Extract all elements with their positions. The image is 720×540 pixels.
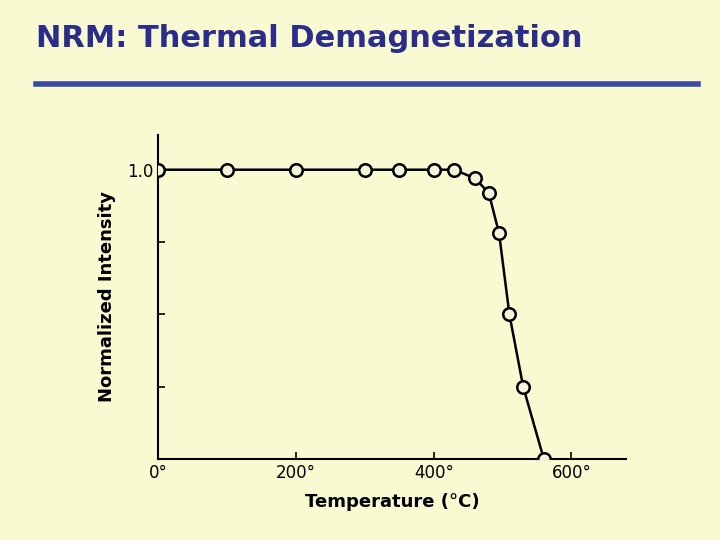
X-axis label: Temperature (°C): Temperature (°C) <box>305 493 480 511</box>
Text: NRM: Thermal Demagnetization: NRM: Thermal Demagnetization <box>36 24 582 53</box>
Y-axis label: Normalized Intensity: Normalized Intensity <box>98 192 116 402</box>
